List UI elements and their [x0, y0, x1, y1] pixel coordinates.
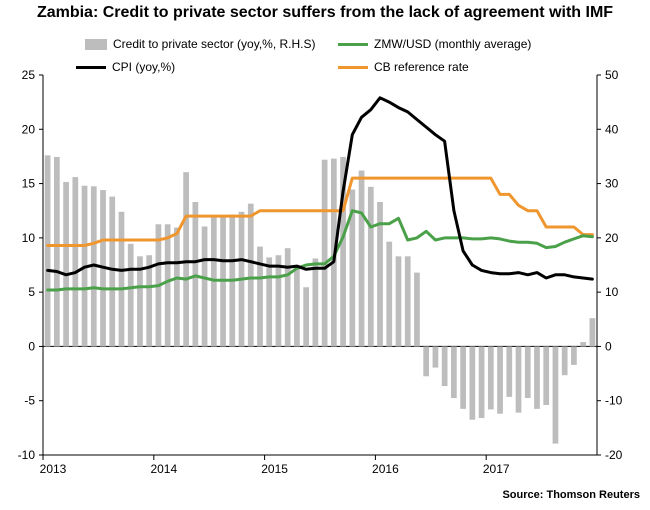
x-tick-label: 2015 [261, 462, 288, 476]
credit-bar [423, 346, 430, 377]
right-tick-label: 50 [605, 68, 619, 82]
left-tick-label: 5 [28, 285, 35, 299]
credit-bar [63, 181, 69, 347]
credit-bar [118, 211, 125, 347]
legend-item-zmw: ZMW/USD (monthly average) [338, 37, 531, 51]
legend-swatch-cpi [76, 66, 106, 70]
credit-bar [404, 256, 411, 347]
credit-bar [497, 346, 503, 414]
credit-bar [561, 346, 568, 376]
credit-bar [303, 287, 310, 347]
legend-swatch-cb [338, 66, 368, 70]
legend-swatch-credit [85, 39, 107, 51]
credit-bar [534, 346, 540, 409]
credit-bar [201, 226, 208, 347]
credit-bar [44, 155, 51, 347]
legend-item-cpi: CPI (yoy,%) [76, 60, 175, 74]
legend-item-credit: Credit to private sector (yoy,%, R.H.S) [85, 37, 316, 51]
left-tick-label: 0 [28, 339, 35, 353]
right-tick-label: 20 [605, 231, 619, 245]
x-tick-label: 2013 [40, 462, 67, 476]
credit-bar [580, 342, 587, 347]
cpi-line [46, 96, 594, 281]
credit-bar [266, 257, 273, 347]
credit-bar [515, 346, 522, 413]
credit-bar [358, 170, 365, 347]
right-tick-label: -10 [605, 394, 623, 408]
credit-bar [377, 202, 383, 347]
credit-bar [72, 177, 79, 347]
x-tick-label: 2016 [372, 462, 399, 476]
left-tick-label: 25 [22, 68, 36, 82]
cb-rate-line [46, 176, 594, 247]
credit-bar [386, 241, 393, 347]
credit-bar [109, 196, 116, 347]
legend-label-zmw: ZMW/USD (monthly average) [374, 37, 532, 51]
credit-bar [451, 346, 457, 398]
credit-bar [53, 156, 60, 347]
right-tick-label: 40 [605, 122, 619, 136]
credit-bar [487, 346, 494, 410]
legend-label-cb: CB reference rate [374, 60, 469, 74]
credit-bar [395, 256, 402, 347]
legend-item-cb: CB reference rate [338, 60, 469, 74]
credit-bar [284, 248, 291, 347]
credit-bar [174, 227, 180, 347]
zmw-usd-line [46, 209, 594, 292]
credit-bar [312, 258, 319, 347]
credit-bar [321, 159, 328, 347]
credit-bar [340, 156, 346, 347]
right-tick-label: 0 [605, 339, 612, 353]
legend-label-credit: Credit to private sector (yoy,%, R.H.S) [113, 37, 316, 51]
credit-bar [478, 346, 485, 419]
credit-bar [247, 203, 254, 347]
credit-bar [137, 256, 143, 347]
credit-bar [552, 346, 559, 444]
credit-bar [469, 346, 476, 420]
source-note: Source: Thomson Reuters [502, 489, 640, 501]
legend-swatch-zmw [338, 43, 368, 47]
credit-bar [441, 346, 448, 387]
x-tick-label: 2014 [150, 462, 177, 476]
credit-bar [164, 224, 171, 347]
credit-bar [257, 246, 263, 347]
left-tick-label: 20 [22, 122, 36, 136]
credit-bar [432, 346, 439, 368]
right-tick-label: 10 [605, 285, 619, 299]
credit-bar [589, 318, 596, 347]
credit-bar [460, 346, 466, 409]
credit-bar [524, 346, 531, 398]
left-tick-label: -10 [18, 448, 36, 462]
credit-bar [146, 255, 153, 347]
left-tick-label: -5 [24, 394, 35, 408]
credit-bar [349, 189, 356, 347]
right-tick-label: 30 [605, 177, 619, 191]
chart-title: Zambia: Credit to private sector suffers… [36, 4, 614, 21]
credit-bar [414, 272, 420, 347]
left-tick-label: 15 [22, 177, 36, 191]
credit-bar [506, 346, 513, 397]
left-tick-label: 10 [22, 231, 36, 245]
x-tick-label: 2017 [483, 462, 510, 476]
legend-label-cpi: CPI (yoy,%) [112, 60, 176, 74]
credit-bar [543, 346, 550, 406]
credit-bar [183, 172, 189, 347]
credit-bar [192, 202, 199, 347]
right-tick-label: -20 [605, 448, 623, 462]
credit-bar [275, 255, 282, 347]
credit-bar [294, 265, 300, 347]
credit-bar [127, 243, 134, 347]
credit-bar [571, 346, 577, 365]
credit-bar [367, 186, 374, 347]
